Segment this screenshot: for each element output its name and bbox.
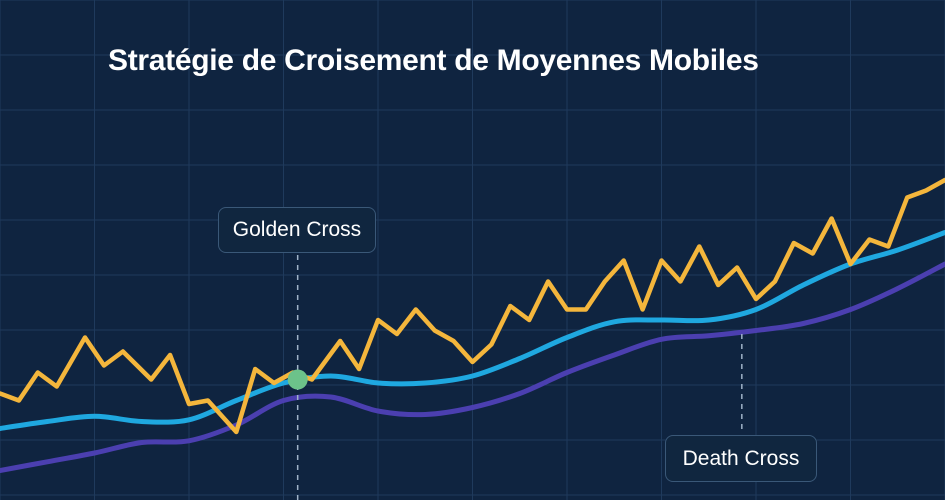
slow-ma-line bbox=[0, 261, 945, 473]
chart-title: Stratégie de Croisement de Moyennes Mobi… bbox=[108, 44, 759, 77]
price-line bbox=[0, 177, 945, 435]
death-cross-callout: Death Cross bbox=[665, 435, 817, 482]
fast-ma-line bbox=[0, 230, 945, 431]
golden-cross-marker bbox=[287, 369, 308, 390]
series-layer bbox=[0, 177, 945, 473]
golden-cross-callout: Golden Cross bbox=[218, 207, 376, 253]
marker-layer bbox=[287, 255, 743, 500]
